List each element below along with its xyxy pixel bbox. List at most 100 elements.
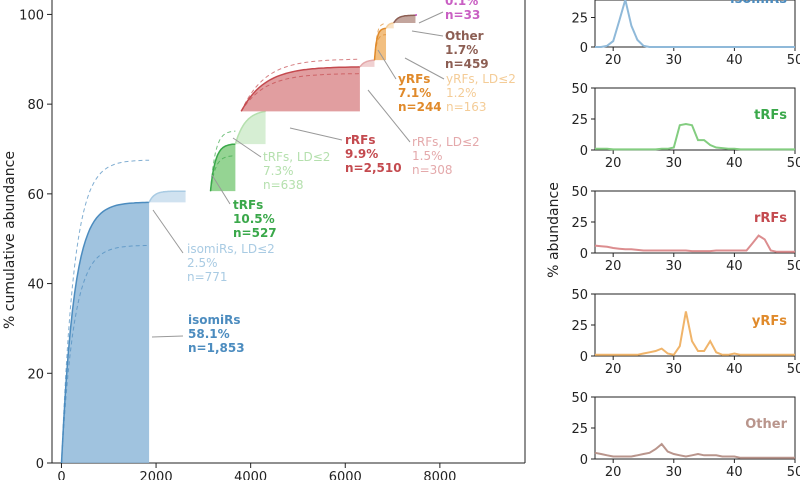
panel-y-tick-label: 50 — [571, 288, 588, 303]
annotation-label-tRFs: tRFs — [233, 198, 263, 212]
annotation-label-yRFs: n=244 — [398, 100, 442, 114]
segment-dashed-curve — [210, 155, 236, 192]
x-tick-label: 0 — [57, 470, 65, 480]
panel-y-tick-label: 50 — [571, 391, 588, 406]
panel-x-tick-label: 40 — [726, 53, 743, 68]
annotation-label-tRFs: 10.5% — [233, 212, 275, 226]
y-tick-label: 60 — [27, 188, 44, 203]
segment-dashed-curve — [240, 58, 360, 112]
panel-x-tick-label: 30 — [666, 53, 683, 68]
panel-title: rRFs — [754, 211, 787, 226]
segment-area-rRFs — [241, 66, 360, 112]
annotation-label-tRFs: n=638 — [263, 178, 304, 192]
panel-line-tRFs — [595, 122, 795, 151]
cumulative-abundance-chart: 0 20 40 60 80 100 0 2000 4000 6000 8000 isomiRs58.1… — [19, 0, 526, 480]
segment-dashed-curve — [374, 34, 386, 61]
annotation-leader-line — [232, 137, 262, 158]
annotation-label-other: n=459 — [445, 57, 489, 71]
annotation-label-other: 1.7% — [445, 43, 478, 57]
annotation-label-other: Other — [445, 29, 484, 43]
panel-y-tick-label: 25 — [571, 422, 588, 437]
panel-x-tick-label: 40 — [726, 156, 743, 171]
annotation-label-tRFs: n=527 — [233, 226, 277, 240]
panel-x-tick-label: 50 — [787, 465, 800, 480]
y-tick-label: 100 — [19, 8, 44, 23]
segment-area-isomiRs-ld — [149, 191, 186, 203]
annotation-leader-line — [152, 209, 184, 254]
panel-x-tick-label: 40 — [726, 259, 743, 274]
annotation-leader-line — [404, 57, 445, 80]
panel-y-tick-label: 0 — [580, 453, 588, 468]
panel-frame — [594, 0, 796, 48]
annotation-leader-line — [377, 49, 397, 80]
x-tick-label: 6000 — [329, 470, 362, 480]
annotation-leader-line — [289, 127, 343, 141]
annotation-label-tRFs: 7.3% — [263, 164, 294, 178]
annotation-label-rRFs: n=308 — [412, 163, 453, 177]
y-tick-label: 40 — [27, 278, 44, 293]
panel-x-tick-label: 50 — [787, 156, 800, 171]
panel-title: isomiRs — [730, 0, 787, 7]
panel-x-tick-label: 20 — [605, 53, 622, 68]
length-distribution-panels: 0 25 20 30 40 50 isomiRs 0 25 50 20 30 40 50 tRFs 0 25 50… — [571, 0, 800, 480]
segment-curve-yRFs — [385, 22, 394, 29]
left-y-axis-label: % cumulative abundance — [2, 151, 18, 329]
panel-rRFs: 0 25 50 20 30 40 50 rRFs — [571, 185, 800, 274]
annotation-leader-line — [418, 11, 444, 24]
annotation-label-isomiRs: 2.5% — [187, 256, 218, 270]
x-tick-label: 4000 — [234, 470, 267, 480]
annotation-leader-line — [211, 174, 231, 205]
segment-dashed-curve — [240, 73, 360, 112]
panel-y-tick-label: 25 — [571, 216, 588, 231]
y-tick-label: 80 — [27, 98, 44, 113]
annotation-leader-line — [411, 30, 444, 37]
segment-dashed-curve — [374, 22, 386, 61]
annotation-label-isomiRs: n=771 — [187, 270, 228, 284]
y-tick-label: 0 — [36, 457, 44, 472]
panel-x-tick-label: 30 — [666, 259, 683, 274]
segment-curve-yRFs — [373, 27, 387, 61]
panel-x-tick-label: 20 — [605, 156, 622, 171]
segment-curve-tRFs — [234, 110, 266, 145]
x-tick-label: 2000 — [140, 470, 173, 480]
segment-curve-tRFs — [209, 143, 236, 192]
panel-line-isomiRs — [595, 0, 795, 48]
annotation-label-yRFs: yRFs — [398, 72, 430, 86]
panel-other: 0 25 50 20 30 40 50 Other — [571, 391, 800, 480]
panel-x-tick-label: 50 — [787, 259, 800, 274]
annotation-label-isomiRs: n=1,853 — [188, 341, 245, 355]
segment-dashed-curve — [61, 159, 150, 464]
annotation-label-rRFs: rRFs — [345, 133, 376, 147]
annotation-label-isomiRs: 58.1% — [188, 327, 230, 341]
annotation-label-tRFs: tRFs, LD≤2 — [263, 150, 330, 164]
right-y-axis-label: % abundance — [546, 182, 562, 278]
panel-x-tick-label: 30 — [666, 362, 683, 377]
panel-x-tick-label: 20 — [605, 465, 622, 480]
panel-x-tick-label: 30 — [666, 156, 683, 171]
panel-x-tick-label: 40 — [726, 362, 743, 377]
annotation-label-yRFs: yRFs, LD≤2 — [446, 72, 516, 86]
panel-y-tick-label: 0 — [580, 247, 588, 262]
panel-title: Other — [745, 417, 787, 432]
annotation-label-rRFs: 9.9% — [345, 147, 378, 161]
segment-curve-rRFs — [359, 59, 375, 68]
panel-yRFs: 0 25 50 20 30 40 50 yRFs — [571, 288, 800, 377]
annotation-label-yRFs: 7.1% — [398, 86, 431, 100]
panel-x-tick-label: 50 — [787, 53, 800, 68]
annotation-label-isomiRs: isomiRs, LD≤2 — [187, 242, 275, 256]
x-tick-label: 8000 — [423, 470, 456, 480]
panel-y-tick-label: 25 — [571, 319, 588, 334]
annotation-label-isomiRs: isomiRs — [188, 313, 241, 327]
panel-x-tick-label: 40 — [726, 465, 743, 480]
segment-curve-isomiRs — [148, 190, 186, 203]
segment-area-isomiRs — [61, 202, 150, 463]
panel-title: tRFs — [754, 108, 787, 123]
panel-x-tick-label: 30 — [666, 465, 683, 480]
panel-y-tick-label: 0 — [580, 144, 588, 159]
annotation-label-top: n=33 — [445, 8, 480, 22]
panel-title: yRFs — [752, 314, 787, 329]
panel-line-other — [594, 442, 795, 459]
panel-y-tick-label: 50 — [571, 82, 588, 97]
panel-line-rRFs — [594, 234, 795, 253]
segment-dashed-curve — [210, 130, 236, 192]
